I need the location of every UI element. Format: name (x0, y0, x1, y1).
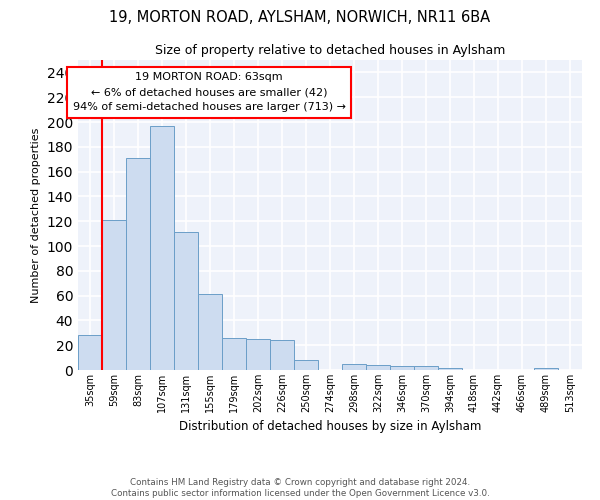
Bar (78, 336, 102, 370)
Bar (342, 364, 366, 370)
Bar (126, 158, 150, 370)
Bar (174, 232, 198, 370)
Text: 19 MORTON ROAD: 63sqm
← 6% of detached houses are smaller (42)
94% of semi-detac: 19 MORTON ROAD: 63sqm ← 6% of detached h… (73, 72, 346, 112)
Bar (246, 339, 270, 370)
Y-axis label: Number of detached properties: Number of detached properties (31, 128, 41, 302)
Text: 19, MORTON ROAD, AYLSHAM, NORWICH, NR11 6BA: 19, MORTON ROAD, AYLSHAM, NORWICH, NR11 … (109, 10, 491, 25)
Bar (390, 366, 414, 370)
Bar (198, 294, 222, 370)
X-axis label: Distribution of detached houses by size in Aylsham: Distribution of detached houses by size … (179, 420, 481, 434)
Bar (414, 366, 438, 370)
Bar (534, 368, 558, 370)
Bar (150, 126, 174, 370)
Title: Size of property relative to detached houses in Aylsham: Size of property relative to detached ho… (155, 44, 505, 58)
Bar (366, 365, 390, 370)
Bar (270, 340, 294, 370)
Bar (222, 338, 246, 370)
Bar (438, 368, 462, 370)
Bar (102, 220, 126, 370)
Bar (294, 360, 318, 370)
Text: Contains HM Land Registry data © Crown copyright and database right 2024.
Contai: Contains HM Land Registry data © Crown c… (110, 478, 490, 498)
